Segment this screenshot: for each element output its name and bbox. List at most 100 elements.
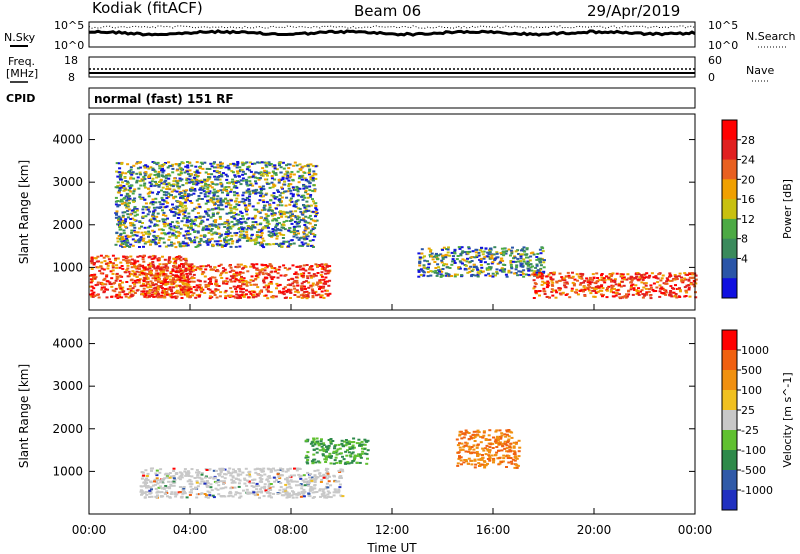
range-gate-cell [240,212,244,215]
range-gate-cell [492,253,496,256]
range-gate-cell [280,215,284,218]
range-gate-cell [486,268,490,271]
range-gate-cell [455,258,459,261]
range-gate-cell [197,493,201,496]
range-gate-cell [133,285,137,288]
range-gate-cell [161,171,165,174]
range-gate-cell [285,476,289,479]
range-gate-cell [588,281,592,284]
range-gate-cell [122,240,126,242]
range-gate-cell [600,285,603,288]
range-gate-cell [256,202,260,205]
range-gate-cell [148,190,152,193]
range-gate-cell [607,278,611,281]
range-gate-cell [275,196,279,198]
range-gate-cell [144,479,147,482]
range-gate-cell [308,268,311,271]
range-gate-cell [660,277,664,280]
range-gate-cell [260,478,264,481]
range-gate-cell [206,199,210,202]
range-gate-cell [451,258,455,261]
range-gate-cell [195,178,199,181]
range-gate-cell [197,225,201,228]
range-gate-cell [164,177,168,180]
range-gate-cell [174,195,178,198]
range-gate-cell [155,184,159,187]
beam-title: Beam 06 [354,2,421,20]
range-gate-cell [237,201,241,204]
range-gate-cell [504,435,508,438]
range-gate-cell [236,266,239,269]
range-gate-cell [291,193,295,196]
range-gate-cell [313,189,317,192]
range-gate-cell [182,275,186,278]
range-gate-cell [161,220,165,223]
range-gate-cell [154,197,158,200]
range-gate-cell [168,476,172,479]
range-gate-cell [255,482,259,485]
range-gate-cell [235,293,239,296]
range-gate-cell [570,287,574,290]
range-gate-cell [512,257,515,260]
range-gate-cell [631,293,635,296]
range-gate-cell [169,270,173,273]
range-gate-cell [558,272,562,275]
range-gate-cell [205,179,209,182]
range-gate-cell [431,258,435,261]
range-gate-cell [171,167,175,170]
range-gate-cell [111,262,115,265]
range-gate-cell [307,272,311,275]
range-gate-cell [483,463,487,466]
range-gate-cell [152,287,156,290]
range-gate-cell [176,231,180,234]
range-gate-cell [300,282,304,285]
range-gate-cell [235,186,239,189]
range-gate-cell [175,267,179,270]
range-gate-cell [601,279,605,282]
range-gate-cell [313,235,317,238]
range-gate-cell [514,250,518,253]
range-gate-cell [293,287,297,290]
range-gate-cell [255,491,259,494]
range-gate-cell [521,248,525,251]
range-gate-cell [168,496,172,499]
range-gate-cell [326,495,330,498]
range-gate-cell [263,169,267,172]
range-gate-cell [242,236,246,239]
range-gate-cell [146,485,150,487]
range-gate-cell [297,467,301,470]
range-gate-cell [148,210,152,213]
range-gate-cell [506,441,509,444]
range-gate-cell [588,276,592,279]
range-gate-cell [564,294,568,296]
range-gate-cell [167,177,171,180]
range-gate-cell [654,276,658,279]
range-gate-cell [252,486,256,488]
range-gate-cell [269,470,273,473]
range-gate-cell [592,287,596,290]
range-gate-cell [270,181,274,184]
range-gate-cell [443,263,446,266]
range-gate-cell [174,297,178,300]
range-gate-cell [267,485,271,488]
range-gate-cell [105,274,109,277]
range-gate-cell [283,297,287,299]
range-gate-cell [142,237,146,240]
range-gate-cell [131,171,135,174]
range-gate-cell [222,495,226,497]
range-gate-cell [332,474,336,477]
range-gate-cell [199,265,203,268]
range-gate-cell [224,243,228,246]
range-gate-cell [90,262,94,265]
range-gate-cell [314,224,317,227]
range-gate-cell [241,236,244,239]
range-gate-cell [285,491,289,494]
range-gate-cell [488,268,492,271]
range-gate-cell [224,236,228,239]
range-gate-cell [167,195,171,198]
range-gate-cell [328,279,332,282]
range-gate-cell [214,178,218,181]
range-gate-cell [201,288,205,291]
range-gate-cell [299,219,303,221]
